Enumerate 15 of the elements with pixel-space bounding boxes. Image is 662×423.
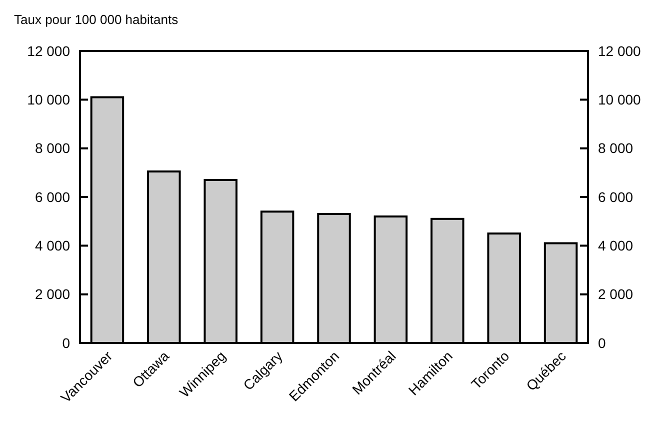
y-tick-label: 8 000 <box>34 140 70 156</box>
y-tick-label: 4 000 <box>34 238 70 254</box>
y2-tick-label: 4 000 <box>598 238 634 254</box>
y-tick-label: 12 000 <box>27 42 70 59</box>
y2-tick-label: 0 <box>598 334 606 351</box>
y2-tick-label: 12 000 <box>598 42 642 59</box>
y-tick-label: 10 000 <box>27 92 70 108</box>
y2-tick-label: 8 000 <box>598 140 634 156</box>
y2-tick-label: 10 000 <box>598 92 642 108</box>
y2-tick-label: 2 000 <box>598 286 634 302</box>
y-tick-label: 0 <box>62 334 70 351</box>
y-axis-title: Taux pour 100 000 habitants <box>14 12 179 27</box>
y-tick-label: 2 000 <box>34 286 70 302</box>
y2-tick-label: 6 000 <box>598 188 634 205</box>
y-tick-label: 6 000 <box>34 188 70 205</box>
